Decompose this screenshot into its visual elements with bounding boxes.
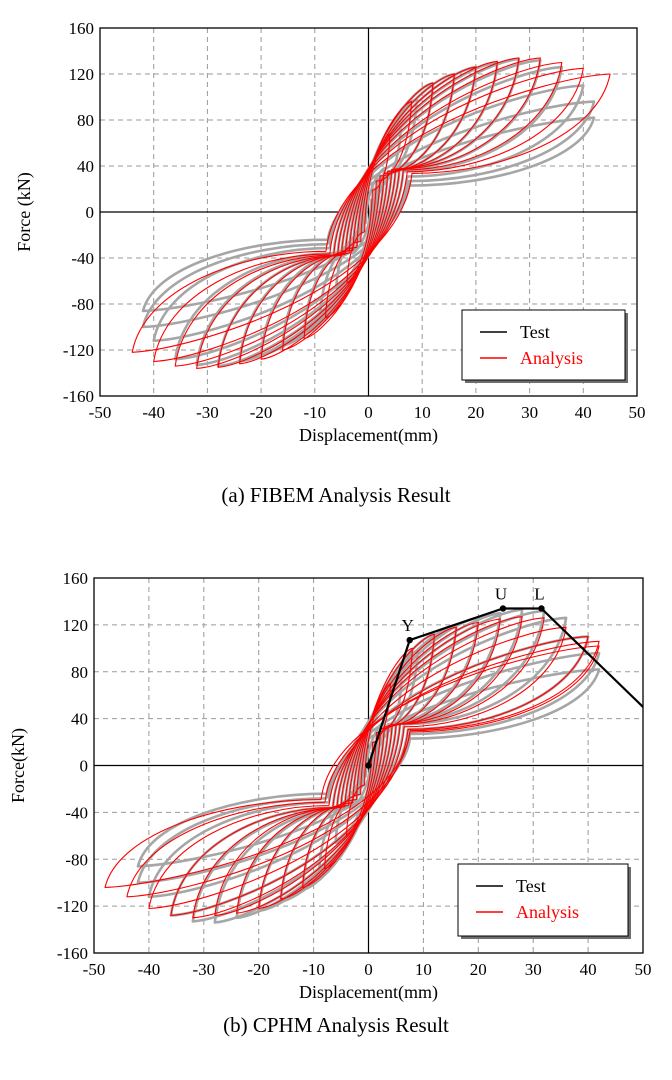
analysis-loop-4: [282, 73, 455, 351]
x-tick-label: 50: [629, 403, 646, 422]
analysis-loop-2: [324, 101, 413, 319]
x-tick-label: 10: [415, 960, 432, 979]
test-loop-9: [191, 609, 546, 923]
legend-box: [461, 309, 626, 381]
y-tick-label: 120: [63, 616, 89, 635]
legend-label-analysis: Analysis: [516, 902, 579, 922]
envelope-point-label-l: L: [534, 584, 544, 603]
analysis-loop-9: [174, 61, 563, 367]
envelope-point-label-u: U: [495, 584, 507, 603]
y-axis-label: Force (kN): [14, 172, 35, 251]
y-tick-label: -80: [65, 850, 88, 869]
y-tick-labels: 160 120 80 40 0 -40 -80 -120 -160: [57, 569, 88, 963]
analysis-loop-10: [153, 67, 584, 363]
y-tick-label: 0: [80, 757, 89, 776]
x-tick-label: -10: [303, 403, 326, 422]
chart-a: -50 -40 -30 -20 -10 0 10 20 30 40 50 160 120 80 40 0 -40…: [14, 19, 646, 446]
analysis-loop-11: [131, 73, 611, 353]
legend-label-test: Test: [520, 322, 550, 342]
analysis-loop-7: [214, 616, 523, 917]
legend-box: [457, 863, 629, 937]
y-tick-label: 160: [69, 19, 95, 38]
analysis-loop-9: [170, 626, 567, 917]
x-axis-label: Displacement(mm): [299, 982, 438, 1003]
x-tick-label: 30: [521, 403, 538, 422]
envelope-point: [538, 605, 545, 612]
plot-frame: [99, 27, 638, 397]
caption-b: (b) CPHM Analysis Result: [223, 1013, 449, 1037]
y-tick-label: 120: [69, 65, 95, 84]
x-tick-label: -30: [192, 960, 215, 979]
analysis-loop-8: [196, 57, 541, 369]
y-axis-label: Force(kN): [8, 728, 29, 803]
analysis-loop-7: [217, 57, 520, 368]
x-tick-label: -40: [138, 960, 161, 979]
x-tick-label: -50: [89, 403, 112, 422]
envelope-point: [406, 636, 413, 644]
analysis-loop-5: [258, 621, 479, 910]
analysis-loop-2: [324, 647, 413, 870]
analysis-loop-11: [126, 640, 600, 898]
x-tick-label: 20: [470, 960, 487, 979]
y-tick-label: -40: [65, 803, 88, 822]
caption-a: (a) FIBEM Analysis Result: [221, 483, 451, 507]
legend: Test Analysis: [457, 863, 631, 939]
plot-frame: [93, 577, 644, 954]
analysis-loop-10: [148, 636, 589, 910]
x-tick-label: 40: [575, 403, 592, 422]
x-tick-label: 50: [635, 960, 652, 979]
x-tick-label: -50: [83, 960, 106, 979]
x-tick-label: 20: [467, 403, 484, 422]
legend-label-test: Test: [516, 876, 546, 896]
legend-label-analysis: Analysis: [520, 348, 583, 368]
envelope-series: Y U L: [365, 584, 644, 769]
test-loop-13: [136, 668, 601, 868]
y-tick-label: 40: [77, 157, 94, 176]
y-tick-label: 160: [63, 569, 89, 588]
y-tick-label: -40: [71, 249, 94, 268]
y-tick-label: 40: [71, 710, 88, 729]
y-tick-label: 80: [71, 663, 88, 682]
test-loop-12: [141, 100, 596, 329]
analysis-loop-8: [192, 617, 545, 919]
x-tick-label: -40: [142, 403, 165, 422]
x-tick-label: -20: [247, 960, 270, 979]
y-tick-label: -160: [63, 387, 94, 406]
x-axis-label: Displacement(mm): [299, 425, 438, 446]
x-tick-label: 40: [580, 960, 597, 979]
y-tick-label: 0: [86, 203, 95, 222]
x-tick-labels: -50 -40 -30 -20 -10 0 10 20 30 40 50: [83, 960, 652, 979]
y-tick-label: 80: [77, 111, 94, 130]
y-tick-label: -120: [57, 897, 88, 916]
analysis-loop-4: [280, 626, 457, 900]
test-loop-13: [141, 116, 596, 313]
x-tick-label: -30: [196, 403, 219, 422]
x-tick-label: -10: [302, 960, 325, 979]
analysis-series: [131, 57, 611, 369]
x-tick-labels: -50 -40 -30 -20 -10 0 10 20 30 40 50: [89, 403, 646, 422]
analysis-loop-6: [236, 618, 501, 914]
analysis-loop-12: [104, 645, 600, 888]
y-tick-label: -120: [63, 341, 94, 360]
analysis-loop-5: [260, 66, 477, 360]
x-tick-label: 0: [364, 403, 373, 422]
y-tick-label: -160: [57, 944, 88, 963]
envelope-point: [499, 605, 507, 612]
envelope-point: [365, 762, 372, 769]
x-tick-label: 10: [414, 403, 431, 422]
legend: Test Analysis: [461, 309, 628, 383]
x-tick-label: 30: [525, 960, 542, 979]
x-tick-label: -20: [250, 403, 273, 422]
y-tick-labels: 160 120 80 40 0 -40 -80 -120 -160: [63, 19, 94, 406]
chart-panel-a: -50 -40 -30 -20 -10 0 10 20 30 40 50 160 120 80 40 0 -40…: [14, 19, 646, 507]
y-tick-label: -80: [71, 295, 94, 314]
chart-b: Y U L -50 -40 -30 -20 -10 0 10 20 30 40 50 160 120 80 40 0…: [8, 569, 652, 1003]
x-tick-label: 0: [364, 960, 373, 979]
chart-panel-b: Y U L -50 -40 -30 -20 -10 0 10 20 30 40 50 160 120 80 40 0…: [0, 540, 672, 1080]
envelope-point-label-y: Y: [402, 616, 414, 635]
